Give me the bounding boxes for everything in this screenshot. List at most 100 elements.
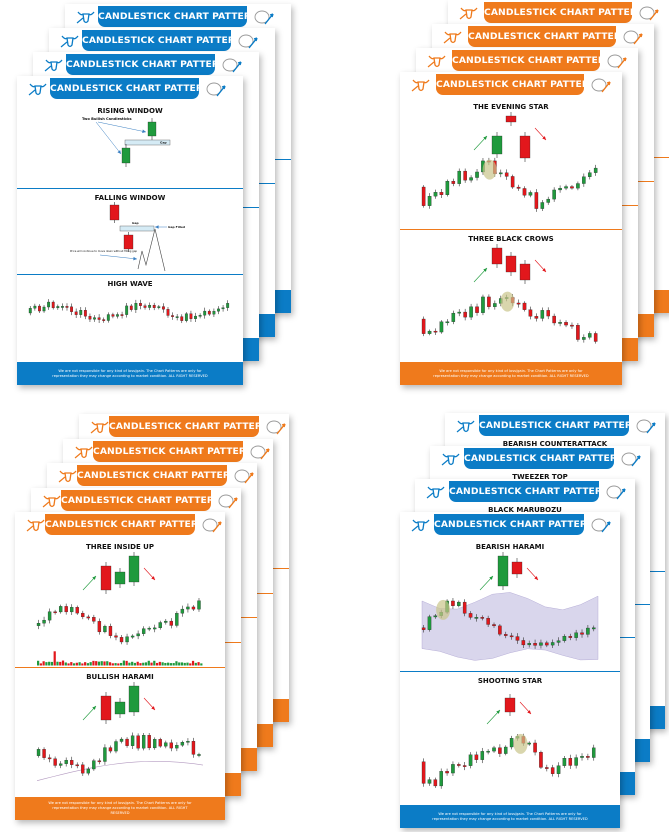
candle-mark [492,622,496,628]
candle-mark [570,185,574,190]
pattern-title: HIGH WAVE [107,280,153,289]
candle-mark [445,319,450,326]
candle-mark [558,185,562,193]
candle-mark [148,302,152,311]
disclaimer-text: We are not responsible for any kind of l… [432,811,588,821]
candle-mark [498,624,502,637]
candle-mark [158,620,162,630]
trend-arrow-icon [534,127,547,141]
candle-mark [474,751,479,763]
volume-bar [153,660,156,666]
candle-mark [175,314,179,321]
candle-mark [433,777,438,788]
candle-mark [97,618,102,635]
candle-mark [586,625,590,638]
candle-mark [587,170,592,180]
page-header: CANDLESTICK CHART PATTERNS [49,28,275,54]
candle-mark [56,304,60,311]
candle-mark [486,615,490,627]
candle-mark [469,175,473,183]
candle-mark [445,768,449,776]
candle-mark [540,200,545,212]
pattern-title: THREE INSIDE UP [86,543,154,551]
candle-mark [116,312,119,319]
section-divider [400,229,622,230]
candle-mark [70,604,74,616]
candle-mark [457,600,461,608]
page-header: CANDLESTICK CHART PATTERNS [432,24,654,50]
candle-mark [175,611,179,628]
volume-bar [175,661,178,666]
candle-mark [427,614,432,632]
candle-mark [486,748,490,754]
pattern-diagram [36,552,203,666]
candle-mark [521,637,526,649]
candle-mark [421,625,426,633]
candle-mark [226,300,230,312]
bull-logo-icon [90,421,109,434]
candle-mark [511,558,523,578]
page-footer: We are not responsible for any kind of l… [400,362,622,385]
candle-mark [427,329,432,336]
candle-mark [576,181,580,191]
candle-mark [504,693,516,716]
candle-mark [556,637,561,646]
bull-logo-icon [443,31,462,44]
candle-mark [505,112,517,126]
candle-mark [139,300,142,310]
trend-arrow-icon [143,567,156,581]
annotation-label: Gap Filled [168,225,185,229]
candle-mark [64,603,68,615]
trend-arrow-icon [486,709,501,724]
volume-bar [178,662,181,666]
volume-bar [191,660,195,666]
candle-mark [445,179,450,197]
page-header: CANDLESTICK CHART PATTERNS [47,463,257,489]
trend-arrow-icon [143,697,156,710]
candle-mark [79,307,83,319]
candle-mark [147,626,151,632]
header-title: CANDLESTICK CHART PATTERNS [468,26,636,47]
candle-mark [550,764,555,776]
section-divider [400,670,620,672]
bear-logo-icon [254,10,274,25]
volume-bar [150,662,153,666]
pattern-title: BEARISH HARAMI [475,543,545,551]
candle-mark [515,633,520,644]
candle-mark [439,767,443,789]
volume-bar [147,660,150,666]
bull-logo-icon [74,446,93,458]
candle-mark [158,737,162,748]
candle-mark [534,313,539,322]
volume-bar [194,662,197,666]
candle-mark [157,305,161,310]
trend-arrow-icon [526,567,539,581]
price-path [137,228,166,271]
candle-mark [197,752,201,757]
header-title: CANDLESTICK CHART PATTERNS [436,74,604,95]
pattern-sheet-front: CANDLESTICK CHART PATTERNS THE EVENING ST… [400,72,622,385]
bull-logo-icon [426,486,445,499]
trend-arrow-icon [519,701,532,714]
bear-logo-icon [606,485,626,500]
candle-mark [125,303,129,318]
candle-mark [108,623,113,639]
bull-logo-icon [427,55,446,68]
candle-mark [97,757,102,764]
candle-mark [562,755,567,768]
candle-mark [136,732,140,751]
volume-bar [142,662,145,666]
candle-mark [106,312,110,323]
candle-mark [552,313,556,326]
pattern-sheet-front: CANDLESTICK CHART PATTERNS RISING WINDOW T… [17,76,243,385]
volume-bar [128,662,131,666]
volume-bar [103,661,106,666]
sheet-title: TWEEZER TOP [512,473,568,481]
pattern-diagram [421,693,596,789]
candle-mark [169,739,173,751]
pattern-section: THE EVENING STAR [400,98,622,230]
pattern-section: FALLING WINDOW Gap Gap Filled Price will co… [17,189,243,276]
candle-mark [421,757,426,787]
volume-bar [167,662,170,666]
candle-mark [568,754,573,769]
